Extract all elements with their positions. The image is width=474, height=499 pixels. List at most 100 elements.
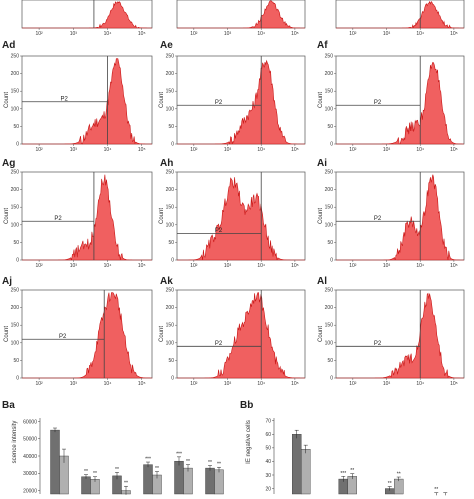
histogram-area: [336, 292, 464, 379]
x-tick-label: 10²: [35, 381, 43, 387]
histogram-area: [22, 1, 152, 29]
histogram-area: [22, 292, 153, 379]
x-tick-label: 10²: [349, 381, 357, 387]
significance-label: **: [217, 462, 221, 468]
x-tick-label: 10³: [224, 381, 232, 387]
x-tick-label: 10⁴: [416, 263, 424, 269]
histogram-aj: P2 0 50 100 150 200 250 Count 10² 10³ 10⁴ 10⁵: [4, 288, 153, 387]
panel-label-ba: Ba: [2, 400, 15, 411]
y-tick-label: 50: [13, 358, 19, 364]
panel-label-ah: Ah: [160, 158, 174, 169]
y-tick-label: 0: [16, 376, 19, 382]
y-tick-label: 0: [171, 258, 174, 264]
gate-label: P2: [60, 96, 68, 102]
x-tick-label: 10⁴: [257, 381, 265, 387]
y-tick-label: 0: [330, 142, 333, 148]
y-tick-label: 0: [171, 142, 174, 148]
x-tick-label: 10²: [349, 263, 357, 269]
y-tick-label: 200: [11, 187, 20, 193]
y-tick-label: 200: [325, 187, 334, 193]
x-tick-label: 10⁴: [416, 381, 424, 387]
panel-label-ak: Ak: [160, 276, 173, 287]
y-tick-label: 60000: [23, 419, 37, 425]
bar-dark: [50, 429, 60, 495]
x-tick-label: 10³: [383, 147, 391, 153]
y-tick-label: 100: [325, 222, 334, 228]
y-tick-label: 250: [166, 54, 175, 60]
x-tick-label: 10²: [35, 263, 43, 269]
x-tick-label: 10⁴: [104, 381, 112, 387]
y-tick-label: 200: [325, 305, 334, 311]
gate-label: P2: [374, 216, 382, 222]
y-tick-label: 250: [11, 170, 20, 176]
histogram-ah: P2 0 50 100 150 200 250 Count 10² 10³ 10⁴ 10⁵: [159, 170, 306, 269]
panel-label-al: Al: [317, 276, 327, 287]
x-tick-label: 10²: [190, 31, 198, 37]
x-tick-label: 10³: [224, 147, 232, 153]
y-tick-label: 100: [166, 106, 175, 112]
bar-dark: [174, 460, 184, 495]
x-tick-label: 10⁵: [138, 381, 146, 387]
gate-label: P2: [59, 334, 67, 340]
significance-label: **: [434, 487, 438, 493]
x-tick-label: 10⁵: [450, 263, 458, 269]
bar-light: [301, 449, 311, 495]
y-tick-label: 150: [166, 89, 175, 95]
y-tick-label: 250: [166, 288, 175, 294]
y-tick-label: 30000: [23, 471, 37, 477]
y-tick-label: 50: [168, 358, 174, 364]
gate-label: P2: [374, 100, 382, 106]
histogram-area: [177, 292, 305, 379]
y-axis-label: Count: [4, 326, 10, 342]
top-histogram-2: 10² 10³ 10⁴ 10⁵: [176, 0, 306, 37]
y-axis-label: Count: [159, 92, 165, 108]
significance-label: ***: [176, 451, 182, 457]
y-tick-label: 200: [11, 71, 20, 77]
y-tick-label: 50: [168, 240, 174, 246]
gate-label: P2: [54, 216, 62, 222]
x-tick-label: 10²: [190, 147, 198, 153]
x-tick-label: 10³: [70, 147, 78, 153]
y-axis-label: IE negative cells: [246, 420, 252, 464]
y-axis-label: Count: [4, 92, 10, 108]
gate-label: P2: [215, 228, 223, 234]
y-tick-label: 200: [166, 187, 175, 193]
y-tick-label: 100: [325, 106, 334, 112]
y-tick-label: 20: [265, 486, 271, 492]
y-tick-label: 0: [16, 258, 19, 264]
histogram-area: [177, 59, 305, 145]
y-tick-label: 150: [11, 89, 20, 95]
y-tick-label: 250: [11, 54, 20, 60]
x-tick-label: 10⁵: [138, 147, 146, 153]
x-tick-label: 10⁵: [138, 263, 146, 269]
bar-chart-bb: 20 30 40 50 60 70 IE negative cells *** ** ** ** **: [246, 418, 464, 496]
panel-label-ag: Ag: [2, 158, 16, 169]
gate-label: P2: [374, 341, 382, 347]
panel-label-ad: Ad: [2, 40, 16, 51]
y-axis-label: Count: [159, 326, 165, 342]
y-tick-label: 0: [171, 376, 174, 382]
x-tick-label: 10⁴: [416, 147, 424, 153]
y-tick-label: 50: [327, 124, 333, 130]
histogram-ag: P2 0 50 100 150 200 250 Count 10² 10³ 10⁴ 10⁵: [4, 170, 153, 269]
y-axis-label: Count: [318, 92, 324, 108]
bar-light: [394, 478, 404, 495]
panel-label-bb: Bb: [240, 400, 254, 411]
y-tick-label: 100: [11, 106, 20, 112]
top-histogram-3: 10² 10³ 10⁴ 10⁵: [335, 0, 465, 37]
x-tick-label: 10³: [383, 381, 391, 387]
y-tick-label: 150: [325, 323, 334, 329]
histogram-area: [177, 0, 305, 29]
histogram-area: [22, 174, 152, 261]
y-tick-label: 200: [11, 305, 20, 311]
y-tick-label: 150: [325, 89, 334, 95]
panel-label-ai: Ai: [317, 158, 327, 169]
histogram-area: [22, 58, 152, 145]
y-tick-label: 0: [330, 376, 333, 382]
histogram-ai: P2 0 50 100 150 200 250 Count 10² 10³ 10⁴ 10⁵: [318, 170, 465, 269]
panel-label-aj: Aj: [2, 276, 12, 287]
x-tick-label: 10⁵: [291, 147, 299, 153]
significance-label: **: [350, 468, 354, 474]
panel-label-af: Af: [317, 40, 328, 51]
y-tick-label: 250: [325, 288, 334, 294]
